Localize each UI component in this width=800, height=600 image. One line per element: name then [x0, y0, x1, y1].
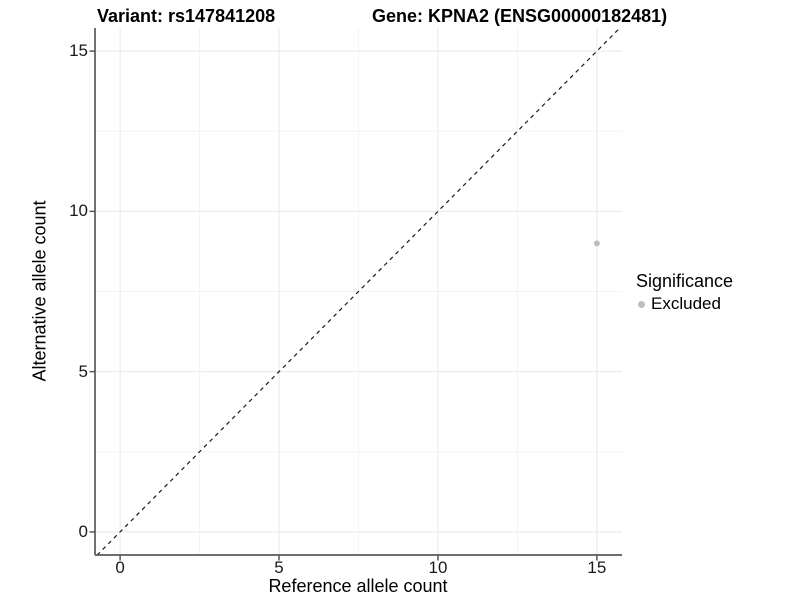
- x-tick-label: 10: [428, 558, 448, 577]
- y-axis-label: Alternative allele count: [29, 200, 50, 382]
- plot-area-svg: [95, 28, 622, 555]
- y-tick-label: 0: [78, 521, 88, 541]
- legend-title: Significance: [636, 271, 734, 291]
- legend-item: Excluded: [636, 294, 733, 314]
- legend-key-dot: [638, 300, 645, 308]
- x-tick-label: 15: [587, 558, 607, 577]
- plot-panel: [95, 28, 622, 555]
- legend-item-label: Excluded: [651, 294, 721, 313]
- plot-title-variant: Variant: rs147841208: [97, 6, 276, 26]
- y-tick-label: 5: [78, 361, 88, 381]
- y-tick-label: 10: [69, 201, 88, 221]
- legend: Significance Excluded: [636, 271, 733, 314]
- identity-dashed-line: [96, 28, 621, 555]
- data-point: [593, 240, 600, 247]
- plot-title-gene: Gene: KPNA2 (ENSG00000182481): [372, 6, 668, 26]
- x-tick-label: 5: [274, 558, 284, 577]
- y-tick-label: 15: [69, 41, 88, 61]
- x-axis-label: Reference allele count: [268, 576, 448, 596]
- x-tick-label: 0: [115, 558, 125, 577]
- legend-items: Excluded: [636, 294, 733, 314]
